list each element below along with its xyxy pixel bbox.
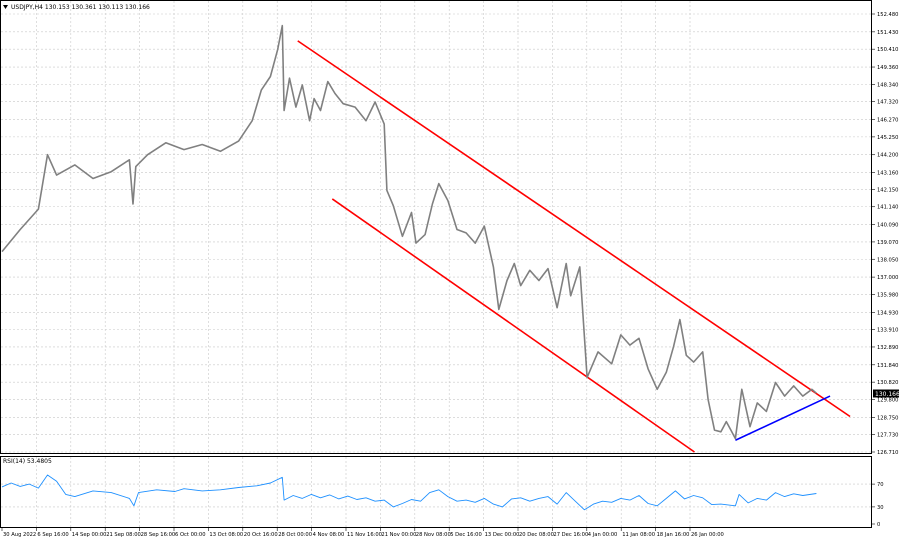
y-tick-label: 127.730: [877, 433, 898, 439]
x-tick-label: 4 Nov 08:00: [313, 532, 345, 538]
y-tick-label: 151.430: [877, 30, 898, 36]
x-tick-label: 5 Dec 16:00: [450, 532, 482, 538]
y-tick-label: 140.090: [877, 223, 898, 229]
y-tick-label: 146.270: [877, 118, 898, 124]
y-tick-label: 139.070: [877, 240, 898, 246]
x-tick-label: 21 Sep 08:00: [106, 532, 141, 538]
y-tick-label: 148.340: [877, 82, 898, 88]
x-tick-label: 21 Nov 00:00: [381, 532, 416, 538]
y-tick-label: 143.160: [877, 170, 898, 176]
x-tick-label: 11 Nov 16:00: [347, 532, 382, 538]
y-tick-label: 150.410: [877, 47, 898, 53]
price-tag-box: [873, 389, 899, 398]
y-tick-label: 137.000: [877, 275, 898, 281]
support-line: [735, 395, 831, 441]
x-tick-label: 28 Oct 00:00: [278, 532, 312, 538]
y-tick-label: 131.840: [877, 363, 898, 369]
y-tick-label: 149.360: [877, 65, 898, 71]
y-tick-label: 147.320: [877, 100, 898, 106]
x-tick-label: 6 Sep 16:00: [37, 532, 68, 538]
rsi-y-tick-label: 70: [877, 482, 884, 488]
y-tick-label: 128.750: [877, 415, 898, 421]
series-layer: [1, 24, 817, 511]
x-tick-label: 27 Dec 16:00: [553, 532, 588, 538]
x-tick-label: 11 Jan 08:00: [622, 532, 655, 538]
price-panel-frame: [0, 0, 872, 454]
grid-layer: [1, 1, 871, 527]
x-tick-label: 4 Jan 00:00: [588, 532, 618, 538]
x-tick-label: 13 Dec 00:00: [485, 532, 520, 538]
x-tick-label: 28 Nov 08:00: [416, 532, 451, 538]
x-tick-label: 6 Oct 00:00: [175, 532, 206, 538]
y-tick-label: 133.910: [877, 328, 898, 334]
x-tick-label: 30 Aug 2022: [3, 532, 36, 538]
upper-channel: [297, 40, 851, 418]
symbol-header: USDJPY,H4 130.153 130.361 130.113 130.16…: [11, 4, 150, 11]
y-tick-label: 135.980: [877, 292, 898, 298]
y-tick-label: 144.200: [877, 153, 898, 159]
rsi-series-line: [1, 474, 817, 511]
y-tick-label: 126.710: [877, 450, 898, 456]
y-tick-label: 132.890: [877, 345, 898, 351]
y-tick-label: 134.930: [877, 310, 898, 316]
y-tick-label: 145.250: [877, 135, 898, 141]
x-tick-label: 20 Oct 16:00: [244, 532, 278, 538]
price-tag-text: 130.166: [875, 391, 900, 398]
y-tick-label: 130.820: [877, 380, 898, 386]
x-tick-label: 14 Sep 00:00: [72, 532, 107, 538]
y-tick-label: 129.800: [877, 397, 898, 403]
menu-triangle-icon[interactable]: [3, 5, 8, 9]
overlay-layer: [297, 40, 851, 453]
rsi-header: RSI(14) 53.4805: [3, 458, 52, 465]
rsi-y-tick-label: 30: [877, 505, 884, 511]
lower-channel: [331, 198, 695, 453]
axis-layer: 30 Aug 2022 6 Sep 16:00 14 Sep 00:00 21 Sep…: [1, 12, 898, 538]
y-tick-label: 138.050: [877, 257, 898, 263]
y-tick-label: 142.150: [877, 188, 898, 194]
y-tick-label: 141.140: [877, 205, 898, 211]
x-tick-label: 20 Dec 08:00: [519, 532, 554, 538]
rsi-panel-frame: [0, 456, 872, 528]
x-tick-label: 28 Sep 16:00: [141, 532, 176, 538]
y-tick-label: 152.480: [877, 12, 898, 18]
x-tick-label: 13 Oct 08:00: [209, 532, 243, 538]
x-tick-label: 18 Jan 16:00: [657, 532, 690, 538]
x-tick-label: 26 Jan 00:00: [691, 532, 724, 538]
rsi-y-tick-label: 0: [877, 522, 880, 528]
price-series-line: [1, 24, 817, 440]
